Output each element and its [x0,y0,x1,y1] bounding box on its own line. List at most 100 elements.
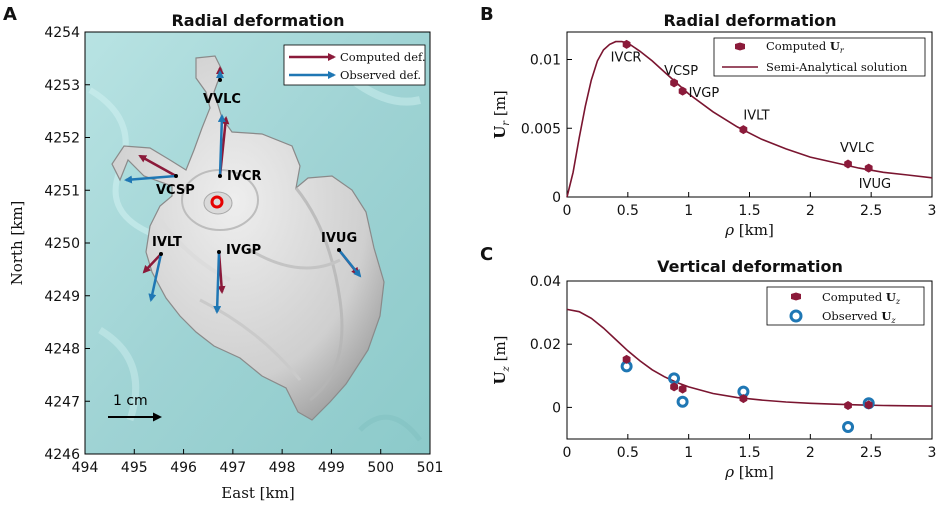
map-xtick-label: 498 [269,460,296,476]
panel-a-title: Radial deformation [171,11,344,30]
legend-observed-def: Observed def. [340,68,421,82]
legend-computed-def: Computed def. [340,50,426,64]
station-dot-vcsp [174,174,178,178]
station-label-ivcr: IVCR [227,169,261,184]
computed-ur-point [678,86,687,96]
island-shape [111,55,385,421]
panel-b-letter: B [480,4,494,25]
plot-b-xtick-label: 0 [563,203,572,219]
computed-ur-point [622,39,631,49]
plot-b-xtick-label: 1 [684,203,693,219]
plot-c-y-label: Uz [m] [491,335,512,384]
point-label-ivcr: IVCR [611,50,642,65]
arrow-computed-vcsp [138,154,177,178]
semi-analytical-curve-b [566,40,933,198]
panel-c: C Vertical deformation 0 0.5 1 1.5 2 2.5 3 0 0.0… [480,244,936,481]
plot-b-xtick-label: 2 [806,203,815,219]
legend-observed-uz: Observed Uz [822,309,896,325]
plot-c-xtick-label: 2 [806,445,815,461]
arrow-observed-ivlt [148,253,163,302]
map-axes: 494 495 496 497 498 499 500 501 4254 4253 4252 4251… [44,25,443,476]
station-dot-ivlt [159,252,163,256]
arrow-observed-ivug [338,249,362,278]
plot-b-xtick-label: 1.5 [738,203,760,219]
panel-a-letter: A [3,4,17,25]
map-area [85,32,430,454]
map-xtick-label: 497 [219,460,246,476]
station-label-vcsp: VCSP [156,183,195,198]
point-label-ivug: IVUG [859,177,891,192]
deformation-arrows [124,66,362,314]
station-label-ivlt: IVLT [152,235,182,250]
plot-c-xtick-label: 0 [563,445,572,461]
station-dot-ivgp [217,250,221,254]
plot-c: 0 0.5 1 1.5 2 2.5 3 0 0.02 0.04 ρ [km] Uz [m] [491,274,936,481]
plot-b-x-label: ρ [km] [724,221,774,239]
point-label-ivlt: IVLT [743,109,769,124]
map-ytick-label: 4254 [44,25,80,41]
legend-semi-analytical: Semi-Analytical solution [766,60,908,74]
panel-b: B Radial deformation 0 0.5 1 1.5 2 2.5 3 0 0.005… [480,4,936,239]
station-dot-ivug [337,248,341,252]
point-label-ivgp: IVGP [689,86,720,101]
plot-c-ytick-label: 0 [552,400,561,416]
plot-b-ytick-label: 0.005 [521,121,561,137]
plot-c-xtick-label: 3 [928,445,937,461]
plot-c-xtick-label: 1 [684,445,693,461]
panel-c-letter: C [480,244,493,265]
map-xtick-label: 496 [170,460,197,476]
map-ytick-label: 4252 [44,131,80,147]
scale-label: 1 cm [113,393,148,409]
plot-b-ytick-label: 0 [552,190,561,206]
map-xtick-label: 501 [417,460,444,476]
plot-b-xtick-label: 0.5 [617,203,639,219]
source-marker [210,195,224,209]
arrow-observed-ivcr [217,114,226,177]
panel-b-title: Radial deformation [663,11,836,30]
plot-b: 0 0.5 1 1.5 2 2.5 3 0 0.005 0.01 ρ [km] Ur [m] IVCR V… [491,39,937,239]
panel-a: A Radial deformation 494 495 496 497 498 499 5… [3,4,443,502]
legend-c: Computed Uz Observed Uz [766,286,925,326]
legend-b: Computed Ur Semi-Analytical solution [713,37,926,77]
map-xtick-label: 499 [318,460,345,476]
computed-ur-point [864,163,873,173]
plot-b-xtick-label: 2.5 [860,203,882,219]
computed-ur-point [739,125,748,135]
observed-uz-point [676,395,689,408]
map-y-label: North [km] [8,201,26,286]
computed-uz-point [844,401,852,410]
map-xtick-label: 494 [72,460,99,476]
plot-c-x-label: ρ [km] [724,463,774,481]
station-dot-ivcr [218,174,222,178]
map-ytick-label: 4247 [44,394,80,410]
station-label-vvlc: VVLC [203,92,241,107]
plot-c-xtick-label: 1.5 [738,445,760,461]
plot-b-y-label: Ur [m] [491,90,512,139]
map-ytick-label: 4250 [44,236,80,252]
map-legend: Computed def. Observed def. [283,44,426,86]
point-label-vvlc: VVLC [840,141,874,156]
arrow-observed-vcsp [124,174,177,184]
map-x-label: East [km] [221,484,294,502]
observed-uz-point [842,420,855,433]
arrow-computed-ivlt [142,253,162,274]
map-ytick-label: 4251 [44,183,80,199]
plot-c-ytick-label: 0.02 [530,337,561,353]
map-ytick-label: 4246 [44,447,80,463]
plot-b-xtick-label: 3 [928,203,937,219]
computed-uz-point [739,394,748,404]
computed-uz-point [864,400,873,410]
scale-bar: 1 cm [108,393,162,422]
station-markers [159,78,341,256]
station-label-ivug: IVUG [321,231,357,246]
map-ytick-label: 4253 [44,78,80,94]
observed-uz-point [668,372,681,385]
computed-uz-point [622,354,631,364]
point-label-vcsp: VCSP [664,64,698,79]
computed-uz-point [678,384,687,394]
map-xtick-label: 500 [367,460,394,476]
station-label-ivgp: IVGP [226,243,261,258]
plot-c-xtick-label: 0.5 [617,445,639,461]
plot-c-ytick-label: 0.04 [530,274,561,290]
computed-ur-point [670,78,678,88]
